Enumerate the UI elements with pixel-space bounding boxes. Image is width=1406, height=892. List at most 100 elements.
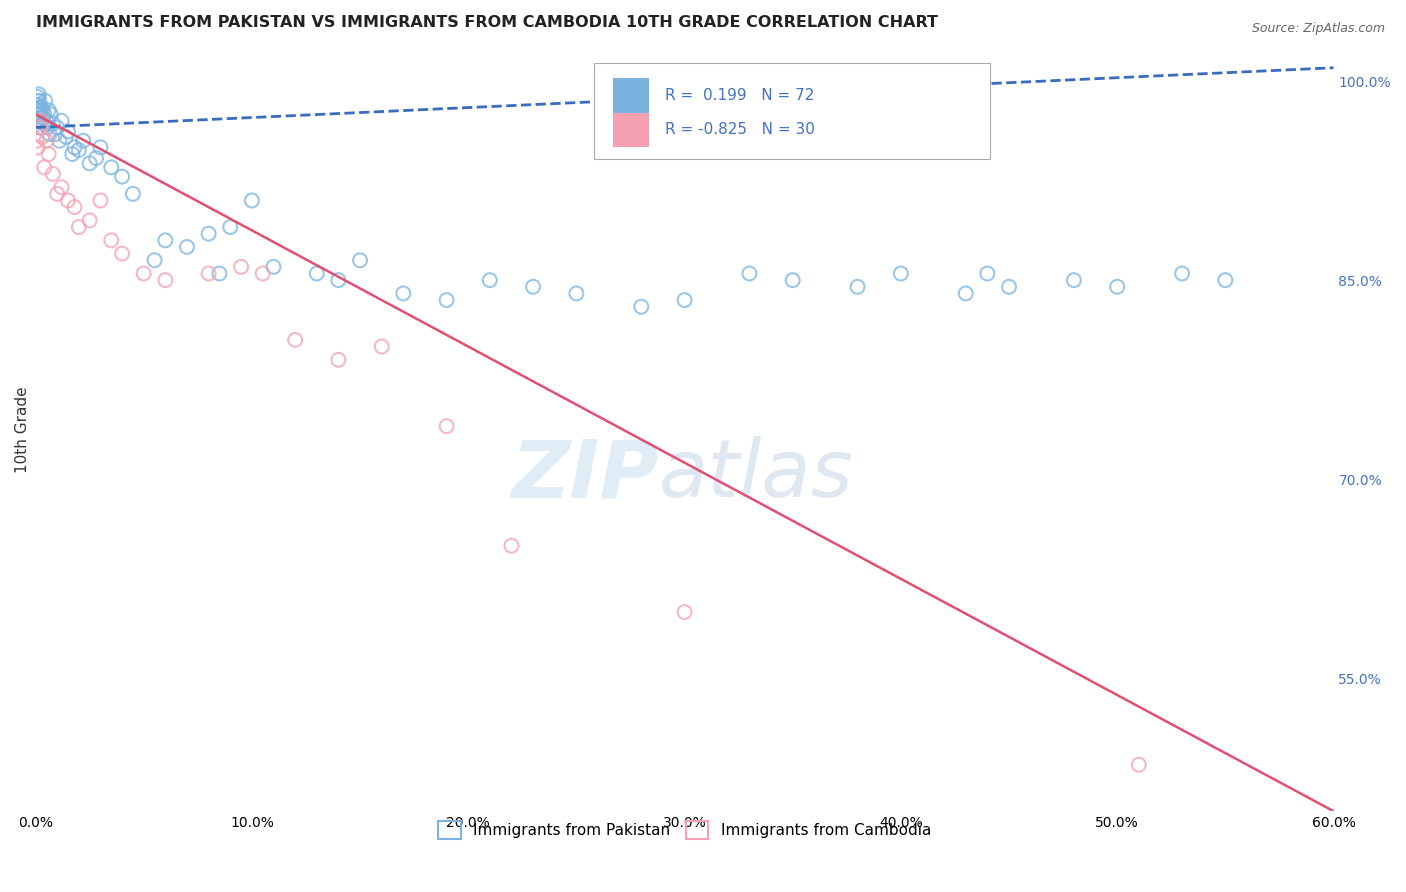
- Point: [38, 103, 60, 118]
- Point: [1215, 273, 1237, 287]
- Point: [37, 120, 59, 135]
- Point: [25, 94, 48, 108]
- Point: [111, 246, 134, 260]
- Point: [27, 98, 49, 112]
- Point: [67, 220, 90, 235]
- Point: [67, 143, 90, 157]
- Point: [263, 260, 285, 274]
- Point: [252, 267, 274, 281]
- Point: [32, 112, 55, 126]
- Point: [998, 280, 1021, 294]
- Point: [63, 200, 86, 214]
- Point: [955, 286, 977, 301]
- Point: [32, 161, 55, 175]
- Point: [673, 293, 696, 307]
- Legend: Immigrants from Pakistan, Immigrants from Cambodia: Immigrants from Pakistan, Immigrants fro…: [432, 814, 938, 846]
- Point: [738, 267, 761, 281]
- Point: [46, 120, 69, 135]
- Point: [89, 194, 111, 208]
- Text: R = -0.825   N = 30: R = -0.825 N = 30: [665, 122, 815, 137]
- Point: [42, 116, 65, 130]
- Point: [208, 267, 231, 281]
- Point: [28, 94, 51, 108]
- Point: [55, 129, 77, 144]
- Point: [35, 134, 58, 148]
- Point: [1128, 757, 1150, 772]
- Text: Source: ZipAtlas.com: Source: ZipAtlas.com: [1251, 22, 1385, 36]
- Point: [72, 134, 94, 148]
- Point: [370, 339, 392, 353]
- FancyBboxPatch shape: [593, 63, 990, 159]
- Point: [25, 103, 48, 118]
- Point: [84, 151, 107, 165]
- Point: [25, 107, 48, 121]
- Y-axis label: 10th Grade: 10th Grade: [15, 386, 30, 473]
- Point: [1171, 267, 1194, 281]
- Point: [630, 300, 652, 314]
- Point: [501, 539, 523, 553]
- Point: [30, 113, 52, 128]
- Point: [39, 107, 62, 121]
- Point: [976, 267, 998, 281]
- Bar: [613, 112, 650, 147]
- Point: [28, 101, 51, 115]
- Text: atlas: atlas: [658, 436, 853, 515]
- Point: [25, 134, 48, 148]
- Point: [31, 103, 53, 118]
- Point: [328, 273, 350, 287]
- Point: [478, 273, 501, 287]
- Point: [155, 233, 177, 247]
- Point: [51, 180, 73, 194]
- Point: [46, 186, 69, 201]
- Point: [143, 253, 166, 268]
- Point: [27, 90, 49, 104]
- Point: [305, 267, 328, 281]
- Bar: [613, 78, 650, 112]
- Point: [436, 419, 458, 434]
- Point: [38, 147, 60, 161]
- Point: [27, 140, 49, 154]
- Point: [30, 107, 52, 121]
- Point: [782, 273, 804, 287]
- Point: [51, 113, 73, 128]
- Point: [436, 293, 458, 307]
- Point: [890, 267, 912, 281]
- Point: [219, 220, 242, 235]
- Point: [60, 147, 83, 161]
- Point: [111, 169, 134, 184]
- Point: [27, 113, 49, 128]
- Point: [100, 233, 122, 247]
- Point: [846, 280, 869, 294]
- Point: [38, 127, 60, 141]
- Point: [176, 240, 198, 254]
- Point: [63, 140, 86, 154]
- Text: IMMIGRANTS FROM PAKISTAN VS IMMIGRANTS FROM CAMBODIA 10TH GRADE CORRELATION CHAR: IMMIGRANTS FROM PAKISTAN VS IMMIGRANTS F…: [35, 15, 938, 30]
- Point: [673, 605, 696, 619]
- Point: [79, 156, 101, 170]
- Point: [229, 260, 252, 274]
- Point: [31, 120, 53, 135]
- Point: [28, 87, 51, 102]
- Text: R =  0.199   N = 72: R = 0.199 N = 72: [665, 88, 814, 103]
- Point: [79, 213, 101, 227]
- Point: [27, 107, 49, 121]
- Point: [197, 267, 219, 281]
- Point: [35, 113, 58, 128]
- Point: [89, 140, 111, 154]
- Text: ZIP: ZIP: [512, 436, 658, 515]
- Point: [31, 101, 53, 115]
- Point: [240, 194, 263, 208]
- Point: [44, 127, 66, 141]
- Point: [56, 194, 79, 208]
- Point: [56, 124, 79, 138]
- Point: [349, 253, 371, 268]
- Point: [155, 273, 177, 287]
- Point: [1063, 273, 1085, 287]
- Point: [522, 280, 544, 294]
- Point: [132, 267, 155, 281]
- Point: [122, 186, 145, 201]
- Point: [328, 352, 350, 367]
- Point: [100, 161, 122, 175]
- Point: [34, 94, 56, 108]
- Point: [284, 333, 307, 347]
